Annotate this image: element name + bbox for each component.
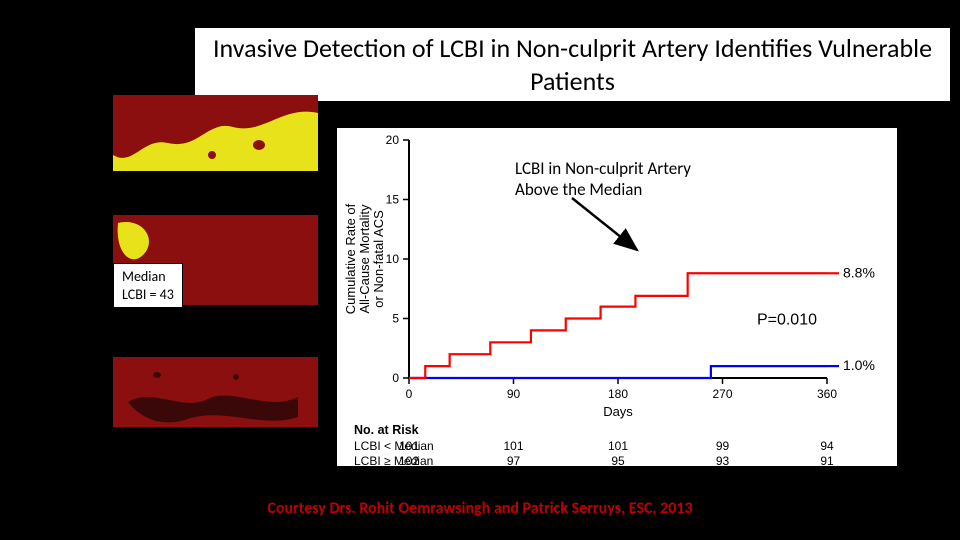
svg-text:LCBI < Median: LCBI < Median bbox=[354, 439, 434, 453]
svg-text:101: 101 bbox=[608, 439, 628, 453]
svg-text:15: 15 bbox=[386, 193, 400, 207]
svg-text:5: 5 bbox=[392, 312, 399, 326]
svg-text:94: 94 bbox=[820, 439, 834, 453]
svg-text:Cumulative Rate of: Cumulative Rate of bbox=[343, 203, 358, 314]
svg-text:95: 95 bbox=[611, 454, 625, 466]
svg-text:270: 270 bbox=[712, 387, 732, 401]
page-title: Invasive Detection of LCBI in Non-culpri… bbox=[195, 28, 950, 101]
svg-text:LCBI ≥ Median: LCBI ≥ Median bbox=[354, 454, 433, 466]
svg-text:or Non-fatal ACS: or Non-fatal ACS bbox=[371, 210, 386, 308]
annotation-line2: Above the Median bbox=[515, 179, 691, 200]
svg-text:0: 0 bbox=[406, 387, 413, 401]
svg-text:93: 93 bbox=[716, 454, 730, 466]
svg-text:180: 180 bbox=[608, 387, 628, 401]
median-line1: Median bbox=[122, 268, 174, 286]
median-label-box: Median LCBI = 43 bbox=[113, 263, 183, 308]
svg-text:20: 20 bbox=[386, 133, 400, 147]
svg-text:0: 0 bbox=[392, 371, 399, 385]
median-line2: LCBI = 43 bbox=[122, 286, 174, 304]
above-median-annotation: LCBI in Non-culprit Artery Above the Med… bbox=[515, 158, 691, 201]
svg-text:101: 101 bbox=[399, 439, 419, 453]
svg-text:91: 91 bbox=[820, 454, 834, 466]
svg-text:360: 360 bbox=[817, 387, 837, 401]
nirs-image-top bbox=[113, 95, 318, 171]
svg-text:102: 102 bbox=[399, 454, 419, 466]
svg-text:99: 99 bbox=[716, 439, 730, 453]
annotation-line1: LCBI in Non-culprit Artery bbox=[515, 158, 691, 179]
svg-text:No. at Risk: No. at Risk bbox=[354, 423, 419, 437]
svg-text:101: 101 bbox=[503, 439, 523, 453]
svg-text:All-Cause Mortality: All-Cause Mortality bbox=[357, 204, 372, 314]
svg-text:Days: Days bbox=[603, 404, 633, 419]
svg-text:90: 90 bbox=[507, 387, 521, 401]
svg-text:8.8%: 8.8% bbox=[843, 264, 875, 280]
svg-text:1.0%: 1.0% bbox=[843, 357, 875, 373]
svg-text:P=0.010: P=0.010 bbox=[757, 311, 817, 328]
svg-text:97: 97 bbox=[507, 454, 521, 466]
nirs-image-bottom bbox=[113, 357, 318, 427]
courtesy-line: Courtesy Drs. Rohit Oemrawsingh and Patr… bbox=[0, 499, 960, 518]
svg-text:10: 10 bbox=[386, 252, 400, 266]
